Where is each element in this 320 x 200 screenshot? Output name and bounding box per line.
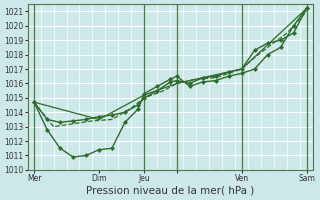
X-axis label: Pression niveau de la mer( hPa ): Pression niveau de la mer( hPa )	[86, 186, 254, 196]
